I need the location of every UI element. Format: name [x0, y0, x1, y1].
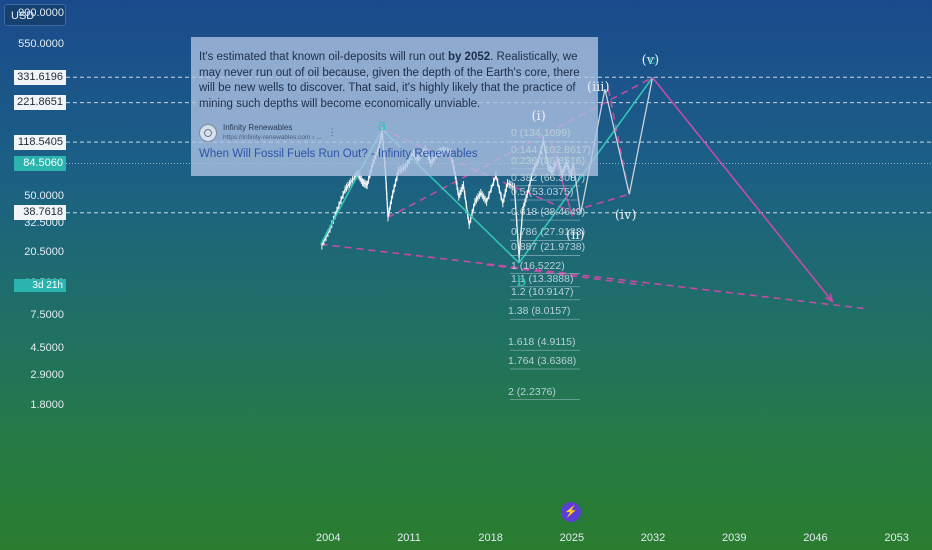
y-tick-label: 550.0000 [18, 38, 64, 51]
wave-label: (v) [641, 53, 660, 69]
channel-dashed-line [486, 263, 644, 286]
wave-label: (i) [531, 108, 546, 124]
fib-level-label: 1 (16.5222) [511, 259, 565, 272]
source-row[interactable]: Infinity Renewables https://infinity-ren… [199, 123, 590, 142]
y-tick-label: 900.0000 [18, 7, 64, 20]
projection-path [572, 77, 654, 215]
fib-level-label: 1.38 (8.0157) [508, 305, 571, 318]
y-tick-label: 1.8000 [30, 399, 64, 412]
fib-level-label: 0.236 (86.8516) [511, 154, 586, 167]
wave-label: a [377, 116, 387, 135]
fib-level-label: 2 (2.2376) [508, 385, 556, 398]
globe-icon [199, 123, 217, 142]
source-link-title[interactable]: When Will Fossil Fuels Run Out? - Infini… [199, 148, 478, 160]
wave-label: (iii) [586, 80, 610, 96]
fib-level-label: 0.144 (102.8617) [511, 144, 591, 157]
x-tick-label: 2039 [722, 532, 747, 544]
wave-label: b [516, 271, 527, 290]
brand-logo-icon[interactable]: ⚡ [561, 502, 581, 522]
price-label: 221.8651 [14, 95, 66, 111]
more-options-icon[interactable]: ⋮ [327, 127, 337, 137]
y-tick-label: 7.5000 [30, 309, 64, 322]
wave-label: (ii) [566, 227, 585, 243]
x-tick-label: 2032 [640, 532, 666, 544]
wave-label: (iv) [614, 208, 637, 224]
fib-level-label: 0.382 (66.3037) [511, 171, 586, 184]
decline-line [651, 77, 833, 302]
fib-level-label: 1.764 (3.6368) [508, 354, 577, 367]
decline-arrowhead [824, 293, 834, 304]
quote-bold-year: by 2052 [447, 51, 491, 63]
fib-level-label: 1.618 (4.9115) [508, 336, 576, 349]
source-name: Infinity Renewables [223, 123, 293, 132]
x-tick-label: 2025 [559, 532, 585, 544]
price-label: 118.5405 [14, 134, 66, 150]
x-tick-label: 2011 [397, 532, 421, 544]
price-label: 331.6196 [14, 69, 66, 85]
currency-button[interactable]: USD [4, 4, 66, 26]
y-tick-label: 20.5000 [24, 245, 64, 258]
fib-level-label: 1.1 (13.3888) [511, 272, 574, 285]
fib-level-label: 0.786 (27.9183) [511, 226, 586, 239]
x-tick-label: 2053 [884, 532, 909, 544]
x-tick-label: 2018 [478, 532, 503, 544]
x-tick-label: 2046 [803, 532, 828, 544]
price-label: 38.7618 [14, 205, 66, 221]
wave-label: c [648, 53, 656, 68]
y-tick-label: 2.9000 [30, 369, 64, 382]
quote-text: It's estimated that known oil-deposits w… [199, 51, 580, 110]
fib-level-label: 0.5 (53.0375) [511, 185, 574, 198]
source-url[interactable]: https://infinity-renewables.com › ... [223, 134, 322, 141]
y-tick-label: 4.5000 [30, 341, 64, 354]
fib-level-label: 0.887 (21.9738) [511, 241, 586, 254]
price-label: 84.5060 [14, 156, 66, 172]
y-tick-label: 50.0000 [24, 189, 64, 202]
channel-dashed-line [573, 193, 630, 212]
fib-level-label: 0 (134.1099) [511, 127, 571, 140]
fib-level-label: 1.2 (10.9147) [511, 285, 574, 298]
quote-card[interactable]: It's estimated that known oil-deposits w… [191, 37, 598, 176]
x-tick-label: 2004 [316, 532, 341, 544]
channel-dashed-line [320, 243, 864, 310]
fib-level-label: 0.618 (38.4649) [511, 206, 586, 219]
bar-countdown: 3d 21h [14, 279, 66, 292]
